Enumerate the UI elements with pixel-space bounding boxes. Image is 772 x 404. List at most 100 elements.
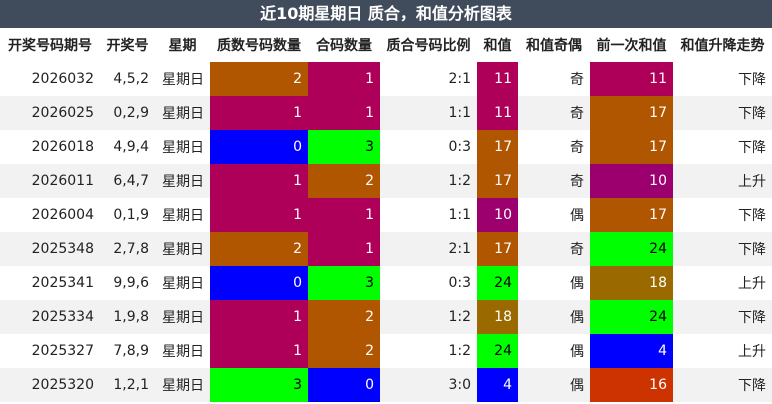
table-row: 2026011 6,4,7 星期日 1 2 1:2 17 奇 10 上升 [0,164,772,198]
table-cell: 2025327 [31,343,94,359]
table-cell: 0,2,9 [100,96,155,130]
table-cell: 24 [590,232,673,266]
table-cell: 星期日 [155,300,210,334]
table-row: 2025334 1,9,8 星期日 1 2 1:2 18 偶 24 下降 [0,300,772,334]
table-cell: 2025320 [0,368,100,402]
table-cell: 奇 [570,72,584,88]
table-cell: 星期日 [155,164,210,198]
table-cell: 星期日 [155,368,210,402]
table-cell: 17 [477,130,518,164]
table-row: 2025320 1,2,1 星期日 3 0 3:0 4 偶 16 下降 [0,368,772,402]
table-cell: 偶 [570,344,584,360]
table-cell: 1:2 [380,300,477,334]
table-cell: 4 [477,368,518,402]
table-cell: 3 [210,368,308,402]
table-cell: 18 [477,300,518,334]
table-cell: 上升 [738,344,766,360]
table-cell: 偶 [518,300,590,334]
table-cell: 0 [210,130,308,164]
table-cell: 16 [590,368,673,402]
table-cell: 2026025 [0,96,100,130]
table-cell: 1 [210,198,308,232]
table-cell: 17 [590,198,673,232]
table-cell: 2026018 [31,139,94,155]
column-header: 开奖号 [106,38,149,54]
table-cell: 下降 [673,368,772,402]
table-cell: 1 [210,96,308,130]
table-cell: 10 [477,198,518,232]
table-cell: 1 [308,62,380,96]
table-cell: 2 [308,334,380,368]
table-cell: 6,4,7 [100,164,155,198]
table-cell: 1:1 [380,96,477,130]
table-cell: 11 [477,62,518,96]
table-cell: 4,9,4 [113,139,149,155]
table-cell: 17 [590,130,673,164]
table-cell: 1 [210,300,308,334]
table-cell: 偶 [518,368,590,402]
table-cell: 10 [590,164,673,198]
table-cell: 星期日 [162,72,204,88]
column-header: 开奖号码期号 [8,38,92,54]
table-cell: 0 [210,266,308,300]
header-row: 开奖号码期号 开奖号 星期 质数号码数量 合码数量 质合号码比例 和值 和值奇偶 前一次和值 和值… [0,28,772,62]
table-cell: 星期日 [155,96,210,130]
table-cell: 3 [308,266,380,300]
table-cell: 星期日 [155,232,210,266]
table-cell: 奇 [570,140,584,156]
table-cell: 1 [210,164,308,198]
table-cell: 0 [308,368,380,402]
table-cell: 2,7,8 [100,232,155,266]
table-row: 2025348 2,7,8 星期日 2 1 2:1 17 奇 24 下降 [0,232,772,266]
table-cell: 下降 [738,208,766,224]
table-cell: 2026011 [0,164,100,198]
table-row: 2026018 4,9,4 星期日 0 3 0:3 17 奇 17 下降 [0,130,772,164]
analysis-table: 开奖号码期号 开奖号 星期 质数号码数量 合码数量 质合号码比例 和值 和值奇偶 前一次和值 和值… [0,28,772,402]
table-cell: 9,9,6 [113,275,149,291]
table-cell: 2025341 [31,275,94,291]
table-cell: 1:2 [380,164,477,198]
table-cell: 2:1 [380,232,477,266]
table-cell: 2025348 [0,232,100,266]
table-cell: 星期日 [162,140,204,156]
table-cell: 2026004 [31,207,94,223]
table-cell: 0:3 [448,139,471,155]
table-cell: 0,1,9 [113,207,149,223]
table-cell: 星期日 [162,208,204,224]
table-cell: 2 [210,62,308,96]
table-cell: 3 [308,130,380,164]
table-cell: 1:1 [448,207,471,223]
table-cell: 奇 [518,164,590,198]
table-row: 2026004 0,1,9 星期日 1 1 1:1 10 偶 17 下降 [0,198,772,232]
table-cell: 下降 [673,232,772,266]
table-cell: 1 [308,198,380,232]
table-cell: 偶 [570,208,584,224]
table-cell: 下降 [673,96,772,130]
table-cell: 1 [308,232,380,266]
table-cell: 上升 [738,276,766,292]
table-cell: 17 [477,232,518,266]
table-cell: 2 [308,300,380,334]
table-cell: 2 [308,164,380,198]
table-cell: 11 [590,62,673,96]
table-cell: 11 [477,96,518,130]
table-cell: 1 [308,96,380,130]
table-row: 2025341 9,9,6 星期日 0 3 0:3 24 偶 18 上升 [0,266,772,300]
table-cell: 0:3 [448,275,471,291]
table-cell: 下降 [738,72,766,88]
table-cell: 1,2,1 [100,368,155,402]
column-header: 和值奇偶 [526,38,582,54]
table-cell: 2 [210,232,308,266]
table-cell: 下降 [673,300,772,334]
table-cell: 4 [590,334,673,368]
table-cell: 4,5,2 [113,71,149,87]
table-cell: 星期日 [162,344,204,360]
table-row: 2026025 0,2,9 星期日 1 1 1:1 11 奇 17 下降 [0,96,772,130]
table-cell: 3:0 [380,368,477,402]
table-body: 2026032 4,5,2 星期日 2 1 2:1 11 奇 11 下降 2026025 0,2,9 星… [0,62,772,402]
table-cell: 1 [210,334,308,368]
table-cell: 星期日 [162,276,204,292]
column-header: 星期 [168,38,197,54]
table-row: 2025327 7,8,9 星期日 1 2 1:2 24 偶 4 上升 [0,334,772,368]
